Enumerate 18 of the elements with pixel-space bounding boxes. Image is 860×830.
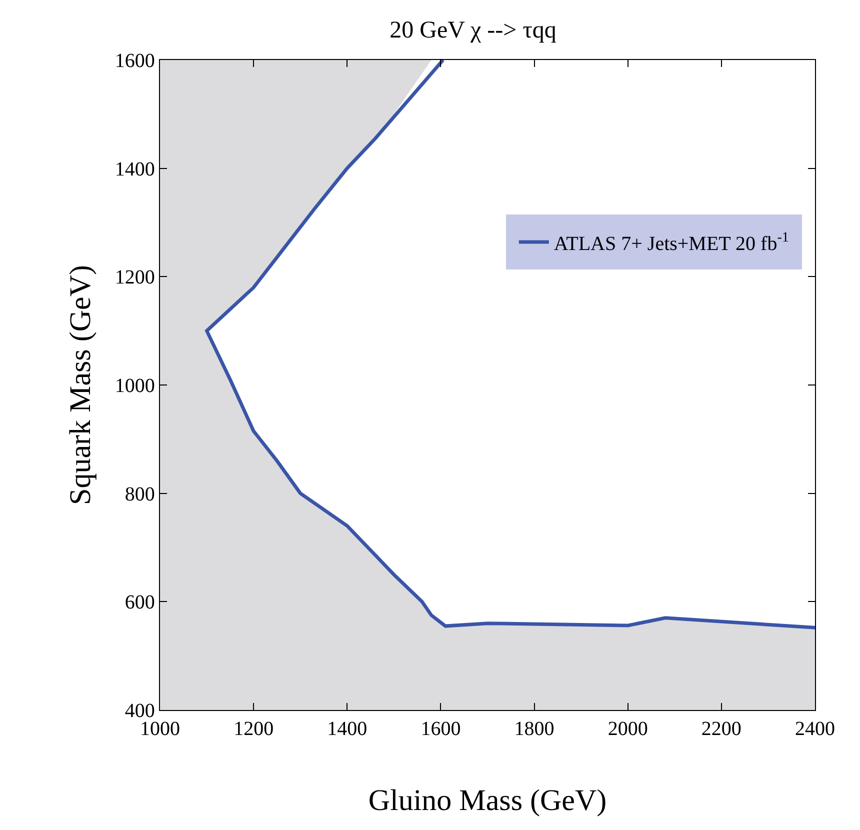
x-tick-label: 2200 xyxy=(701,718,742,740)
line-series xyxy=(205,60,815,630)
x-tick-label: 1600 xyxy=(420,718,461,740)
x-tick-label: 2400 xyxy=(795,718,835,740)
y-tick-label: 600 xyxy=(124,592,155,614)
x-tick-label: 2000 xyxy=(608,718,648,740)
x-axis-title: Gluino Mass (GeV) xyxy=(368,784,607,818)
y-tick-label: 1600 xyxy=(114,50,155,72)
x-tick-label: 1800 xyxy=(514,718,554,740)
y-axis-title: Squark Mass (GeV) xyxy=(64,265,97,505)
y-tick-label: 1000 xyxy=(114,375,155,397)
y-tick-label: 1400 xyxy=(114,158,155,180)
y-tick-label: 800 xyxy=(124,483,155,506)
legend-label: ATLAS 7+ Jets+MET 20 fb$^{-1}$ xyxy=(554,230,789,255)
x-tick-label: 1200 xyxy=(234,718,274,740)
x-tick-label: 1400 xyxy=(327,718,368,740)
y-tick-label: 1200 xyxy=(114,266,155,289)
chart-title: 20 GeV χ --> τqq xyxy=(390,18,556,44)
